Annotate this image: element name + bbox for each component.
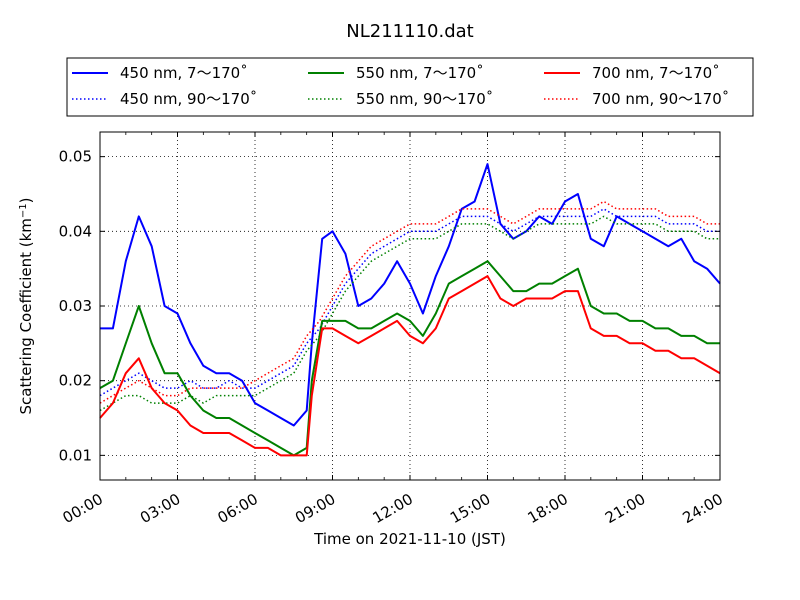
legend-label: 700 nm, 90～170˚ <box>592 90 729 108</box>
series-line-1 <box>99 208 720 397</box>
chart-title: NL211110.dat <box>346 21 473 42</box>
y-axis-label-unit: −1 <box>18 203 29 218</box>
legend-label: 450 nm, 7～170˚ <box>120 64 248 82</box>
x-tick-label: 12:00 <box>370 490 416 527</box>
y-axis-label-main: Scattering Coefficient (km <box>17 218 35 414</box>
y-tick-label: 0.03 <box>59 297 92 315</box>
legend-label: 700 nm, 7～170˚ <box>592 64 720 82</box>
series-line-4 <box>99 275 721 457</box>
y-tick-label: 0.02 <box>59 372 92 390</box>
y-tick-label: 0.04 <box>59 222 92 240</box>
y-axis-label-close: ) <box>17 197 35 203</box>
y-axis-label: Scattering Coefficient (km−1) <box>17 197 35 414</box>
x-tick-label: 21:00 <box>602 490 648 527</box>
x-tick-label: 03:00 <box>137 490 183 527</box>
x-tick-label: 24:00 <box>680 490 726 527</box>
legend-label: 450 nm, 90～170˚ <box>120 90 257 108</box>
x-tick-label: 00:00 <box>60 490 106 527</box>
legend-box <box>66 57 754 117</box>
series-line-3 <box>99 215 720 412</box>
x-tick-label: 15:00 <box>447 490 493 527</box>
x-axis-label: Time on 2021-11-10 (JST) <box>313 530 506 548</box>
y-tick-label: 0.01 <box>59 446 92 464</box>
y-tick-label: 0.05 <box>59 148 92 166</box>
legend-label: 550 nm, 90～170˚ <box>356 90 493 108</box>
x-tick-label: 18:00 <box>525 490 571 527</box>
plot-area <box>99 163 721 457</box>
series-line-0 <box>100 163 721 427</box>
series-line-2 <box>99 260 720 457</box>
legend: 450 nm, 7～170˚ 450 nm, 90～170˚ 550 nm, 7～1… <box>66 57 754 117</box>
legend-label: 550 nm, 7～170˚ <box>356 64 484 82</box>
x-tick-label: 06:00 <box>215 490 261 527</box>
grid-lines <box>99 132 721 480</box>
x-axis: 00:00 03:00 06:00 09:00 12:00 15:00 18:00 21:00… <box>60 132 726 527</box>
x-tick-label: 09:00 <box>292 490 338 527</box>
y-axis: 0.01 0.02 0.03 0.04 0.05 <box>59 148 720 464</box>
